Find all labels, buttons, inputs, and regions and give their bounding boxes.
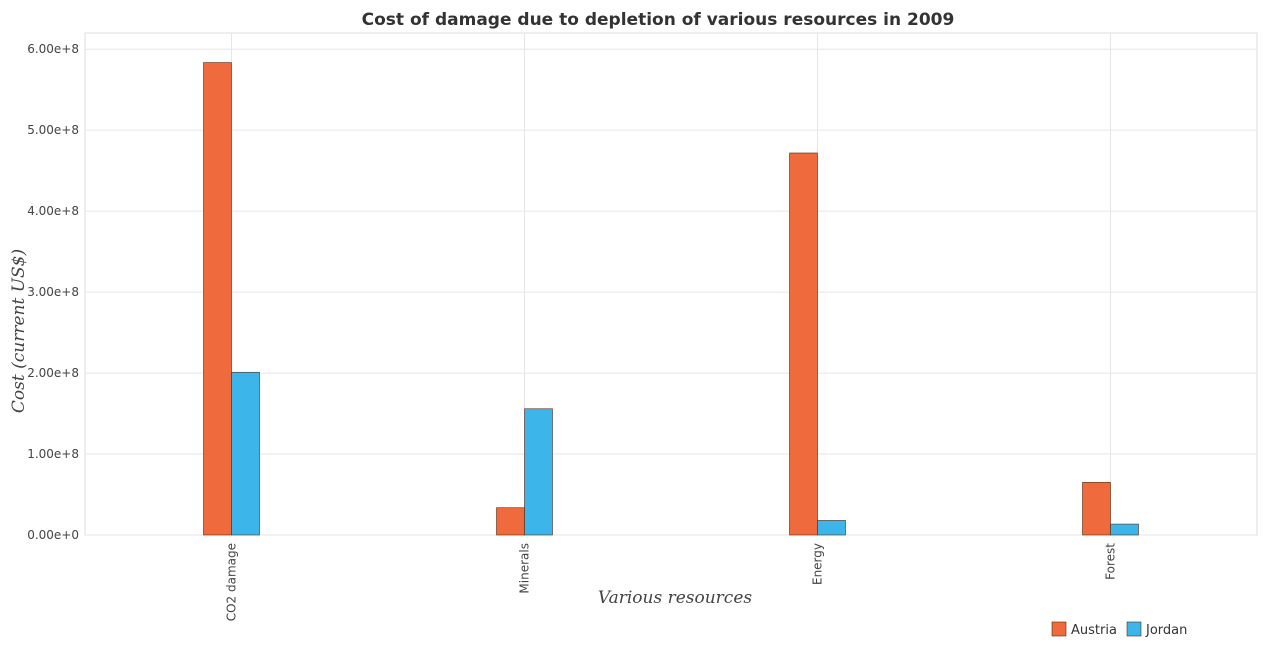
bar-jordan-minerals (524, 408, 553, 536)
bar-austria-forest (1082, 482, 1111, 536)
bar-austria-co2-damage (203, 62, 232, 536)
y-tick-label: 4.00e+8 (27, 204, 79, 218)
y-tick-label: 5.00e+8 (27, 123, 79, 137)
bar-jordan-co2-damage (231, 371, 260, 536)
x-tick-label: Energy (811, 543, 825, 585)
plot-frame (84, 32, 1258, 536)
bar-jordan-forest (1110, 523, 1139, 536)
y-tick-label: 6.00e+8 (27, 42, 79, 56)
chart-title: Cost of damage due to depletion of vario… (362, 10, 955, 30)
x-tick-label: Minerals (518, 543, 532, 594)
bar-austria-energy (789, 152, 818, 536)
legend: Austria Jordan (1051, 621, 1187, 638)
y-tick-label: 2.00e+8 (27, 366, 79, 380)
y-tick-label: 3.00e+8 (27, 285, 79, 299)
y-axis-label: Cost (current US$) (9, 249, 29, 413)
legend-label-jordan: Jordan (1145, 623, 1187, 638)
y-tick-label: 0.00e+0 (27, 528, 79, 542)
legend-swatch-austria (1051, 621, 1067, 637)
x-tick-label: CO2 damage (225, 543, 239, 621)
x-axis-label: Various resources (598, 588, 753, 608)
x-tick-label: Forest (1104, 543, 1118, 580)
legend-label-austria: Austria (1071, 623, 1117, 638)
y-tick-label: 1.00e+8 (27, 447, 79, 461)
bar-austria-minerals (496, 507, 525, 536)
bar-jordan-energy (817, 520, 846, 536)
legend-swatch-jordan (1126, 621, 1142, 637)
plot-area: 0.00e+0 1.00e+8 2.00e+8 3.00e+8 4.00e+8 5.00e… (27, 32, 1258, 621)
